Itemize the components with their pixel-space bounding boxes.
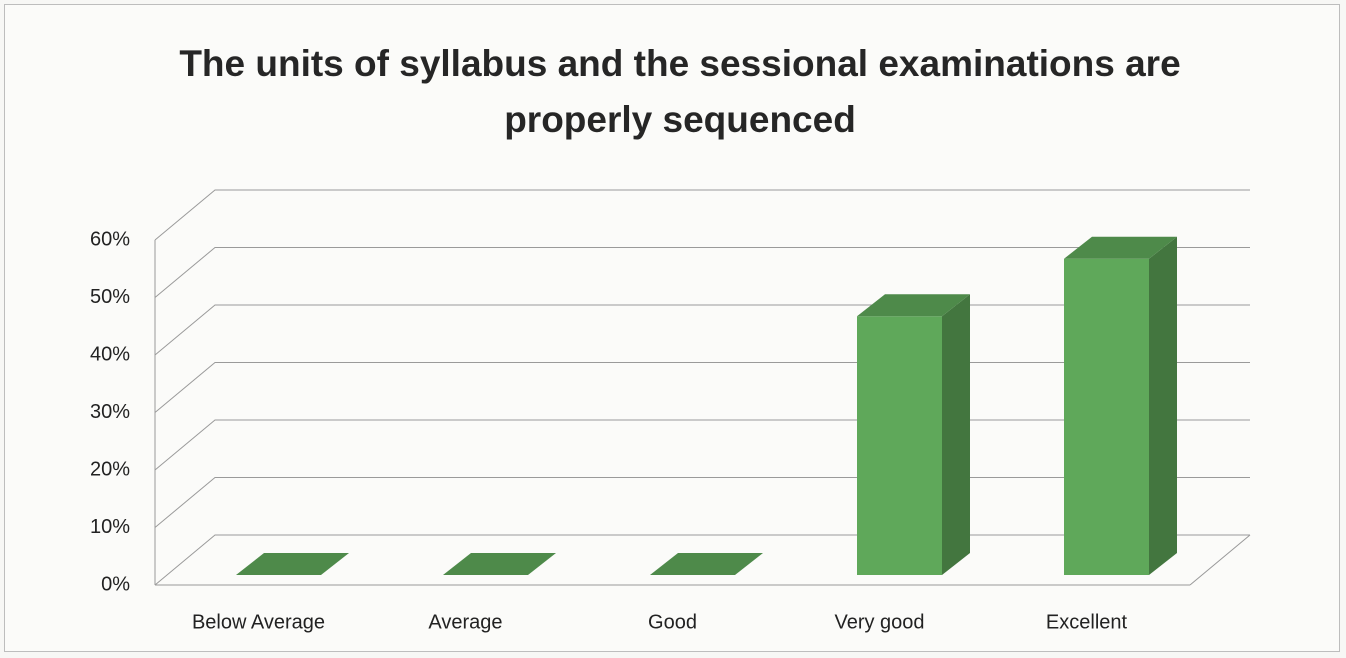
x-tick-label: Very good <box>834 611 924 633</box>
y-tick-label: 10% <box>90 516 130 538</box>
y-tick-label: 30% <box>90 401 130 423</box>
grid-line <box>154 189 1250 241</box>
bar-top <box>236 553 349 575</box>
y-tick-label: 40% <box>90 343 130 365</box>
bar-front <box>1064 258 1149 575</box>
grid-line <box>154 247 1250 298</box>
y-tick-label: 60% <box>90 228 130 250</box>
y-tick-label: 20% <box>90 458 130 480</box>
floor-right <box>1189 534 1251 586</box>
bar-top <box>857 294 970 317</box>
bar-top <box>650 553 763 575</box>
x-tick-label: Excellent <box>1046 611 1128 633</box>
x-tick-label: Below Average <box>192 611 325 633</box>
bar-top <box>443 553 556 575</box>
chart-title: The units of syllabus and the sessional … <box>179 43 1181 140</box>
bar-side <box>942 294 970 575</box>
bar-side <box>1149 236 1177 575</box>
bar-front <box>857 316 942 575</box>
y-tick-label: 50% <box>90 286 130 308</box>
x-tick-label: Average <box>428 611 502 633</box>
bar-top <box>1064 236 1177 259</box>
x-tick-label: Good <box>648 611 697 633</box>
y-tick-label: 0% <box>101 573 130 595</box>
